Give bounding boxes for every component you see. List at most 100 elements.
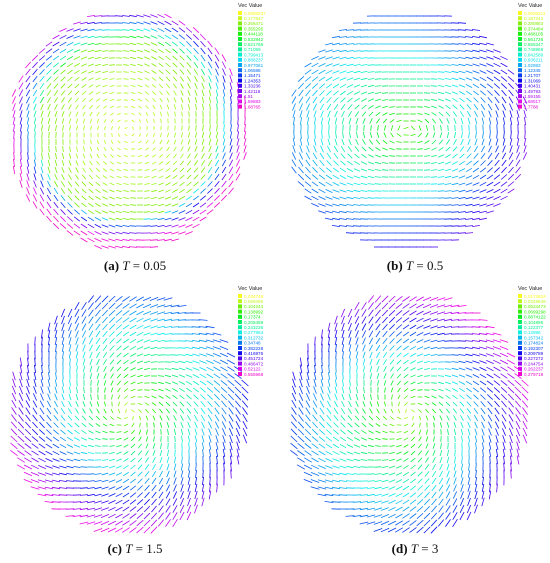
vector-arrow: [468, 442, 470, 450]
vector-arrow: [382, 323, 388, 331]
vector-arrow: [460, 428, 464, 436]
vector-arrow: [381, 466, 389, 468]
vector-arrow: [97, 139, 99, 145]
vector-arrow: [97, 394, 99, 400]
vector-arrow: [368, 316, 374, 324]
vector-arrow: [467, 110, 471, 118]
vector-arrow: [157, 225, 165, 227]
vector-arrow: [403, 352, 409, 358]
vector-arrow: [122, 43, 130, 45]
vector-arrow: [324, 479, 334, 483]
vector-arrow: [353, 444, 361, 448]
vector-arrow: [431, 395, 437, 399]
vector-arrow: [178, 374, 186, 378]
vector-arrow: [185, 217, 193, 221]
vector-arrow: [200, 40, 206, 48]
vector-arrow: [13, 124, 15, 132]
vector-arrow: [495, 428, 499, 436]
vector-arrow: [194, 435, 198, 443]
vector-arrow: [101, 231, 109, 235]
vector-arrow: [101, 479, 109, 483]
vector-arrow: [179, 408, 185, 414]
vector-arrow: [500, 69, 508, 75]
vector-arrow: [207, 159, 213, 167]
vector-arrow: [478, 339, 488, 343]
vector-arrow: [104, 387, 106, 393]
vector-arrow: [235, 414, 241, 422]
vector-arrow: [103, 105, 107, 109]
vector-arrow: [332, 203, 340, 207]
vector-arrow: [103, 380, 107, 386]
vector-arrow: [130, 78, 136, 80]
vector-arrow: [76, 358, 78, 366]
vector-arrow: [458, 175, 466, 179]
caption-param: T: [125, 541, 133, 556]
legend-value: 0.209789: [524, 351, 544, 356]
vector-arrow: [417, 389, 423, 391]
vector-arrow: [39, 201, 45, 209]
vector-arrow: [123, 444, 129, 448]
vector-arrow: [172, 388, 178, 392]
vector-arrow: [173, 153, 177, 159]
legend-value: 1.12345: [524, 68, 541, 73]
vector-arrow: [102, 98, 108, 102]
vector-arrow: [166, 477, 170, 485]
vector-arrow: [129, 239, 137, 241]
vector-arrow: [109, 196, 115, 200]
vector-arrow: [439, 449, 443, 457]
vector-arrow: [83, 386, 85, 394]
vector-arrow: [87, 15, 95, 17]
vector-arrow: [453, 415, 457, 421]
vector-arrow: [472, 77, 480, 81]
vector-arrow: [494, 393, 500, 401]
vector-arrow: [95, 174, 101, 180]
vector-arrow: [199, 387, 207, 393]
vector-arrow: [151, 498, 157, 506]
vector-arrow: [221, 187, 227, 195]
vector-arrow: [458, 232, 466, 234]
vector-arrow: [320, 110, 324, 118]
vector-arrow: [143, 512, 151, 520]
vector-arrow: [103, 112, 107, 116]
vector-arrow: [430, 332, 438, 336]
vector-arrow: [40, 117, 44, 125]
vector-arrow: [299, 110, 303, 118]
vector-arrow: [479, 346, 487, 350]
vector-arrow: [493, 188, 501, 194]
vector-arrow: [144, 161, 150, 165]
vector-arrow: [195, 470, 197, 478]
vector-arrow: [116, 444, 122, 448]
vector-arrow: [332, 217, 340, 221]
vector-arrow: [410, 367, 416, 371]
vector-arrow: [136, 346, 144, 350]
vector-arrow: [382, 330, 388, 338]
vector-arrow: [116, 359, 122, 365]
vector-arrow: [312, 103, 318, 111]
vector-arrow: [110, 387, 114, 393]
vector-arrow: [480, 414, 486, 422]
vector-arrow: [325, 76, 333, 82]
vector-arrow: [494, 414, 500, 422]
vector-arrow: [360, 197, 368, 199]
vector-arrow: [222, 441, 226, 451]
vector-arrow: [507, 174, 515, 180]
vector-arrow: [311, 203, 319, 207]
vector-arrow: [19, 117, 23, 125]
vector-arrow: [31, 443, 39, 449]
vector-arrow: [47, 103, 51, 111]
vector-arrow: [227, 366, 235, 372]
vector-arrow: [171, 27, 179, 33]
vector-arrow: [123, 176, 129, 178]
vector-arrow: [61, 118, 65, 124]
vector-arrow: [445, 505, 451, 513]
vector-arrow: [130, 381, 136, 385]
vector-arrow: [480, 407, 486, 415]
vector-arrow: [80, 466, 88, 468]
vector-arrow: [164, 231, 172, 235]
vector-arrow: [304, 435, 312, 443]
vector-arrow: [515, 421, 521, 429]
vector-arrow: [236, 455, 240, 465]
vector-arrow: [389, 445, 395, 447]
vector-arrow: [109, 168, 115, 172]
vector-arrow: [180, 104, 184, 110]
